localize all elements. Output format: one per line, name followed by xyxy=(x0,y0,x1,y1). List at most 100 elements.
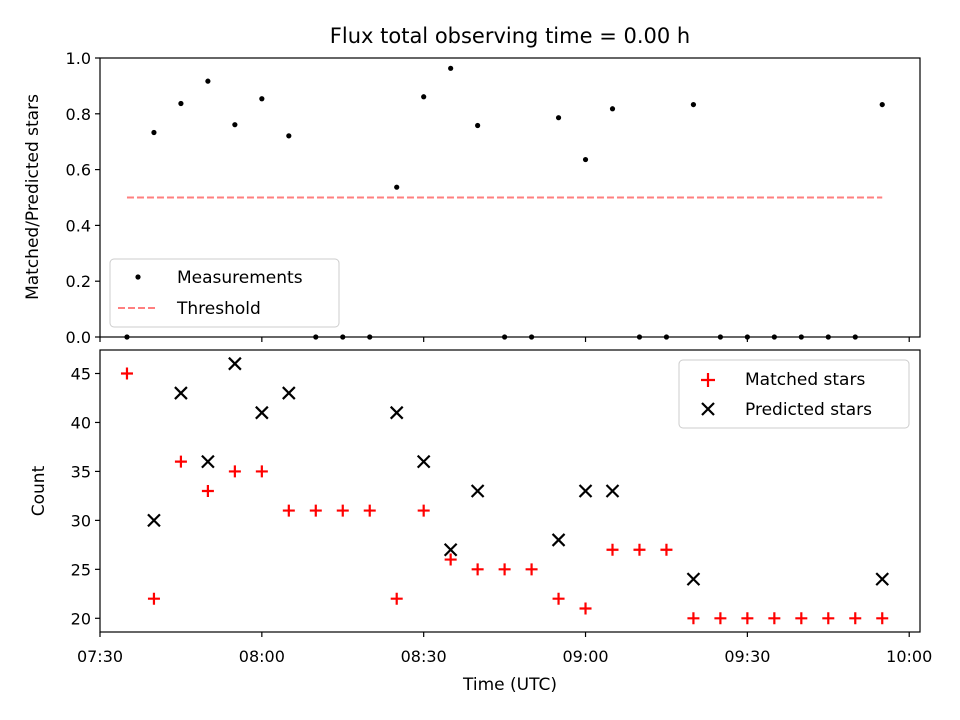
bottom-y-axis-label: Count xyxy=(29,465,49,516)
top-panel: 0.0 0.2 0.4 0.6 0.8 1.0 Matched/Predicted sta… xyxy=(23,49,921,347)
top-y-tick-label: 0.6 xyxy=(66,161,91,180)
measurement-point xyxy=(286,133,292,139)
bottom-y-tick-label: 20 xyxy=(71,609,91,628)
x-tick-label: 07:30 xyxy=(77,647,123,666)
matched-star-point xyxy=(363,504,376,517)
measurement-point xyxy=(582,156,589,163)
top-legend-box xyxy=(109,258,340,328)
measurement-point xyxy=(421,94,427,100)
predicted-star-point xyxy=(389,405,404,420)
matched-star-point xyxy=(309,504,322,517)
x-tick-label: 09:30 xyxy=(724,647,770,666)
bottom-y-tick-label: 30 xyxy=(71,511,91,530)
measurement-point xyxy=(475,122,481,129)
x-tick-label: 08:00 xyxy=(239,647,285,666)
matched-star-point xyxy=(120,367,133,380)
predicted-star-point xyxy=(174,386,188,400)
predicted-star-point xyxy=(201,454,215,469)
matched-star-point xyxy=(768,612,781,625)
top-legend: Measurements Threshold xyxy=(109,258,340,328)
predicted-star-point xyxy=(875,572,890,586)
measurement-point xyxy=(178,100,184,107)
predicted-star-point xyxy=(228,356,242,371)
matched-star-point xyxy=(390,592,403,605)
matched-star-point xyxy=(822,612,835,625)
top-y-tick-label: 1.0 xyxy=(66,49,91,68)
top-y-axis: 0.0 0.2 0.4 0.6 0.8 1.0 xyxy=(66,49,100,347)
top-y-tick-label: 0.2 xyxy=(66,272,91,291)
matched-star-point xyxy=(741,612,754,625)
matched-star-point xyxy=(498,563,511,576)
predicted-star-point xyxy=(551,533,566,547)
bottom-x-axis: 07:30 08:00 08:30 09:00 09:30 10:00 xyxy=(77,632,932,666)
measurement-point xyxy=(609,106,616,112)
x-axis-label: Time (UTC) xyxy=(462,675,557,695)
predicted-star-point xyxy=(147,513,161,528)
predicted-star-point xyxy=(686,572,701,586)
top-x-ticks xyxy=(99,337,910,342)
matched-star-point xyxy=(633,543,646,556)
bottom-y-axis: 20 25 30 35 40 45 xyxy=(71,365,100,628)
bottom-legend: Matched stars Predicted stars xyxy=(678,359,910,429)
legend-matched-marker xyxy=(701,373,715,387)
top-y-tick-label: 0.8 xyxy=(66,105,91,124)
measurement-point xyxy=(555,115,562,121)
top-panel-frame xyxy=(99,57,921,338)
predicted-star-point xyxy=(255,405,269,420)
predicted-star-points xyxy=(147,356,890,586)
measurement-point xyxy=(151,129,157,136)
matched-star-point xyxy=(795,612,808,625)
predicted-star-point xyxy=(605,484,620,498)
matched-star-point xyxy=(255,465,268,478)
measurement-point xyxy=(259,96,265,102)
x-tick-label: 09:00 xyxy=(562,647,608,666)
bottom-y-tick-label: 45 xyxy=(71,365,91,384)
x-tick-label: 08:30 xyxy=(401,647,447,666)
measurement-point xyxy=(394,184,400,190)
bottom-y-tick-label: 35 xyxy=(71,462,91,481)
chart-title: Flux total observing time = 0.00 h xyxy=(330,24,690,48)
measurement-point xyxy=(232,122,238,128)
bottom-y-tick-label: 40 xyxy=(71,413,91,432)
measurement-point xyxy=(448,65,454,71)
matched-star-point xyxy=(660,543,673,556)
legend-predicted-marker xyxy=(701,402,715,416)
matched-star-point xyxy=(282,504,295,517)
matched-star-point xyxy=(687,612,700,625)
top-y-tick-label: 0.4 xyxy=(66,216,91,235)
measurement-point xyxy=(205,78,211,84)
predicted-star-point xyxy=(282,386,296,400)
matched-star-point xyxy=(201,485,214,497)
matched-star-point xyxy=(417,504,430,517)
measurement-point xyxy=(690,101,697,108)
bottom-legend-box xyxy=(678,359,910,429)
matched-star-point xyxy=(336,504,349,517)
matched-star-point xyxy=(525,563,538,576)
matched-star-points xyxy=(120,367,889,625)
matched-star-point xyxy=(444,553,457,566)
matched-star-point xyxy=(876,612,889,625)
matched-star-point xyxy=(147,592,160,605)
matched-star-point xyxy=(174,455,187,468)
top-y-axis-label: Matched/Predicted stars xyxy=(23,94,43,300)
matched-star-point xyxy=(552,592,565,605)
measurement-point xyxy=(879,101,885,108)
legend-predicted-label: Predicted stars xyxy=(745,400,872,420)
legend-measurements-label: Measurements xyxy=(177,268,303,288)
bottom-y-tick-label: 25 xyxy=(71,560,91,579)
predicted-star-point xyxy=(470,484,485,498)
matched-star-point xyxy=(606,543,619,556)
top-y-tick-label: 0.0 xyxy=(66,328,91,347)
matched-star-point xyxy=(579,602,592,615)
matched-star-point xyxy=(471,563,484,576)
matched-star-point xyxy=(228,465,241,478)
matched-star-point xyxy=(714,612,727,625)
predicted-star-point xyxy=(443,542,458,557)
bottom-panel: 20 25 30 35 40 45 07:30 08:00 08:30 09:00 09:30 10… xyxy=(29,349,932,695)
measurement-points xyxy=(124,65,885,340)
legend-matched-label: Matched stars xyxy=(745,370,865,390)
legend-measurements-marker xyxy=(135,274,141,280)
x-tick-label: 10:00 xyxy=(886,647,932,666)
matched-star-point xyxy=(849,612,862,625)
